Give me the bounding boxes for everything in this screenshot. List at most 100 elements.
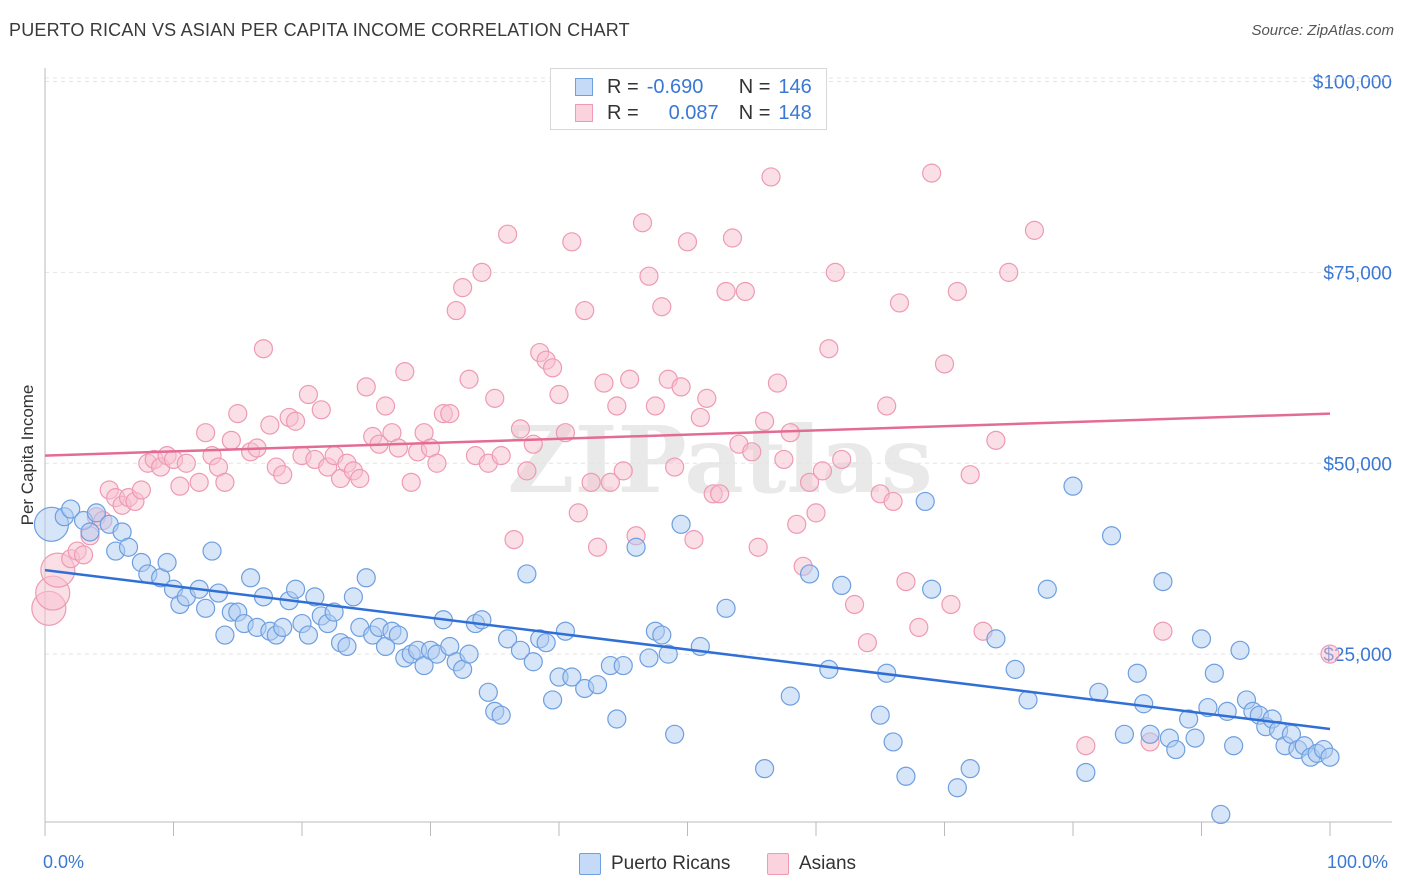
- puerto-rican-point: [1211, 804, 1231, 825]
- asian-point: [767, 373, 788, 393]
- asian-point: [491, 446, 511, 466]
- puerto-rican-point: [626, 537, 646, 557]
- puerto-rican-point: [1185, 728, 1205, 748]
- y-axis-label: Per Capita Income: [18, 384, 37, 526]
- asian-point: [909, 617, 929, 638]
- puerto-rican-point: [61, 499, 81, 519]
- puerto-rican-point: [536, 633, 556, 653]
- puerto-rican-point: [388, 625, 408, 645]
- puerto-rican-point: [555, 621, 576, 641]
- asian-point: [170, 476, 190, 496]
- asian-point: [665, 457, 685, 477]
- asian-point: [1153, 621, 1173, 641]
- puerto-rican-point: [1127, 663, 1147, 683]
- legend-r-label: R =: [607, 75, 639, 98]
- asian-point: [639, 266, 659, 286]
- asian-point: [986, 430, 1006, 450]
- puerto-rican-point: [870, 705, 890, 725]
- asian-point: [697, 388, 717, 408]
- asian-point: [587, 537, 608, 557]
- puerto-rican-point: [1076, 762, 1096, 783]
- x-tick-label-min: 0.0%: [43, 852, 85, 872]
- puerto-rican-point: [273, 617, 293, 638]
- asian-point: [375, 396, 396, 416]
- asian-point: [716, 281, 736, 302]
- puerto-rican-point: [754, 759, 775, 779]
- asian-point: [73, 545, 94, 565]
- asian-point: [652, 297, 672, 317]
- bottom-legend-asians: Asians: [767, 852, 856, 876]
- asian-point: [568, 503, 588, 523]
- puerto-rican-point: [298, 625, 319, 645]
- asian-point: [350, 468, 370, 489]
- puerto-rican-point: [305, 587, 325, 607]
- asian-point: [440, 404, 460, 424]
- legend-n-value: 146: [778, 75, 812, 98]
- asian-point: [742, 442, 762, 462]
- puerto-rican-point: [652, 625, 672, 645]
- puerto-rican-point: [1179, 709, 1199, 729]
- asian-point: [575, 300, 595, 321]
- asian-point: [510, 419, 531, 439]
- puerto-rican-point: [118, 537, 139, 557]
- puerto-rican-point: [780, 686, 800, 706]
- asian-point: [285, 411, 306, 431]
- puerto-rican-point: [510, 640, 531, 660]
- y-tick-label: $50,000: [1323, 454, 1392, 475]
- puerto-rican-point: [883, 732, 903, 752]
- correlation-legend: R = -0.690 N = 146 R = 0.087 N = 148: [550, 68, 827, 130]
- asian-point: [446, 300, 466, 321]
- puerto-rican-point: [1166, 739, 1186, 760]
- puerto-rican-point: [517, 564, 537, 584]
- puerto-rican-point: [1153, 571, 1173, 592]
- puerto-rican-point: [671, 514, 691, 534]
- puerto-rican-point: [523, 652, 543, 672]
- puerto-rican-point: [922, 579, 942, 599]
- bottom-legend-swatch-pink: [767, 853, 789, 875]
- asian-point: [176, 453, 196, 473]
- asian-point: [947, 281, 967, 302]
- asian-point: [690, 407, 710, 428]
- asian-point: [896, 571, 916, 592]
- asian-point: [401, 472, 421, 492]
- puerto-rican-point: [196, 598, 216, 618]
- asian-point: [1076, 736, 1096, 756]
- asian-point: [632, 213, 653, 233]
- asian-point: [427, 453, 447, 473]
- puerto-rican-point: [1320, 747, 1340, 767]
- asian-point: [857, 633, 878, 653]
- asian-point: [613, 461, 633, 481]
- asian-point: [774, 449, 794, 470]
- puerto-rican-point: [80, 522, 100, 542]
- asian-point: [934, 354, 955, 374]
- puerto-rican-point: [343, 587, 363, 607]
- puerto-rican-point: [896, 766, 916, 786]
- asian-point: [221, 430, 241, 450]
- x-tick-label-max: 100.0%: [1327, 852, 1389, 872]
- asian-point: [298, 384, 319, 405]
- puerto-rican-point: [215, 625, 235, 645]
- puerto-rican-point: [542, 690, 563, 710]
- source-label: Source: ZipAtlas.com: [1251, 22, 1394, 39]
- asian-point: [607, 396, 627, 416]
- asian-point: [498, 224, 518, 244]
- asian-point: [754, 411, 775, 431]
- asian-point: [761, 167, 781, 187]
- puerto-rican-point: [1101, 526, 1122, 546]
- puerto-rican-point: [799, 564, 820, 584]
- puerto-rican-point: [1037, 579, 1057, 599]
- legend-row-puerto-ricans: R = -0.690 N = 146: [575, 75, 812, 99]
- puerto-rican-point: [658, 644, 678, 664]
- bottom-legend-label: Asians: [799, 853, 857, 874]
- puerto-rican-point: [665, 724, 685, 744]
- puerto-rican-point: [562, 667, 582, 687]
- asian-point: [388, 438, 408, 458]
- asian-point: [131, 480, 151, 500]
- puerto-rican-point: [915, 491, 935, 512]
- asian-point: [877, 396, 897, 416]
- puerto-rican-point: [285, 579, 306, 599]
- puerto-rican-point: [1005, 659, 1025, 679]
- asian-point: [273, 465, 293, 485]
- asian-point: [710, 484, 730, 504]
- puerto-rican-point: [607, 709, 627, 729]
